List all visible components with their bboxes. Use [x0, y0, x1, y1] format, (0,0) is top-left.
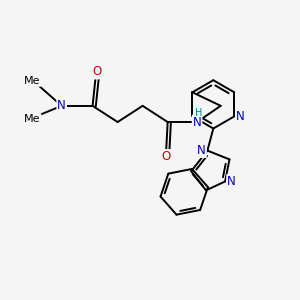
Text: Me: Me: [24, 76, 40, 86]
Text: N: N: [197, 144, 206, 157]
Text: Me: Me: [24, 114, 40, 124]
Text: N: N: [193, 116, 202, 128]
Text: N: N: [236, 110, 245, 123]
Text: N: N: [227, 175, 236, 188]
Text: O: O: [162, 150, 171, 163]
Text: O: O: [92, 65, 102, 79]
Text: N: N: [57, 99, 66, 112]
Text: H: H: [196, 108, 203, 118]
